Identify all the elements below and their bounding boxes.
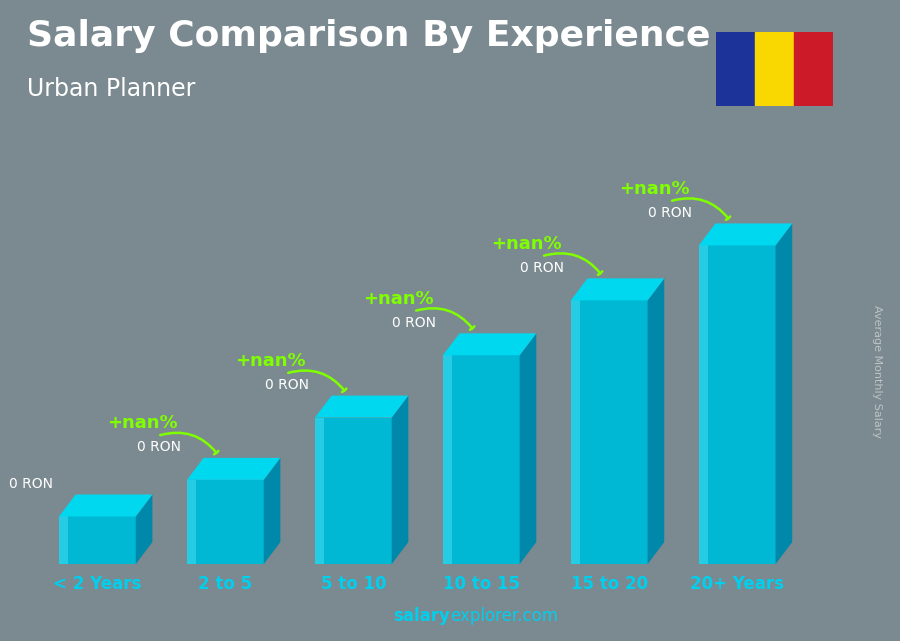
Polygon shape: [648, 278, 664, 564]
Bar: [59, 517, 136, 564]
Text: 0 RON: 0 RON: [265, 378, 309, 392]
Bar: [571, 301, 580, 564]
Bar: [571, 301, 648, 564]
Polygon shape: [187, 458, 281, 480]
Bar: [698, 246, 776, 564]
Text: +nan%: +nan%: [363, 290, 434, 308]
Polygon shape: [392, 395, 409, 564]
Text: +nan%: +nan%: [491, 235, 562, 253]
Text: salary: salary: [393, 607, 450, 625]
Bar: [443, 355, 519, 564]
Text: +nan%: +nan%: [235, 352, 305, 370]
Bar: [187, 480, 196, 564]
Bar: [315, 417, 324, 564]
Text: 0 RON: 0 RON: [137, 440, 181, 454]
Polygon shape: [698, 224, 792, 246]
Text: 0 RON: 0 RON: [392, 315, 436, 329]
Polygon shape: [776, 224, 792, 564]
Bar: [443, 355, 452, 564]
Polygon shape: [443, 333, 536, 355]
Text: 0 RON: 0 RON: [520, 261, 564, 275]
Text: Salary Comparison By Experience: Salary Comparison By Experience: [27, 19, 710, 53]
Text: Urban Planner: Urban Planner: [27, 77, 195, 101]
Polygon shape: [136, 494, 152, 564]
Bar: [698, 246, 708, 564]
Text: 0 RON: 0 RON: [9, 477, 52, 491]
Polygon shape: [264, 458, 281, 564]
Text: +nan%: +nan%: [107, 414, 177, 432]
Polygon shape: [519, 333, 536, 564]
Polygon shape: [59, 494, 152, 517]
Text: Average Monthly Salary: Average Monthly Salary: [872, 305, 883, 438]
Bar: [59, 517, 68, 564]
Bar: [315, 417, 392, 564]
Bar: [716, 32, 754, 106]
Bar: [754, 32, 794, 106]
Polygon shape: [315, 395, 409, 417]
Text: explorer.com: explorer.com: [450, 607, 558, 625]
Text: +nan%: +nan%: [618, 179, 689, 198]
Bar: [187, 480, 264, 564]
Bar: [794, 32, 832, 106]
Text: 0 RON: 0 RON: [648, 206, 692, 220]
Polygon shape: [571, 278, 664, 301]
